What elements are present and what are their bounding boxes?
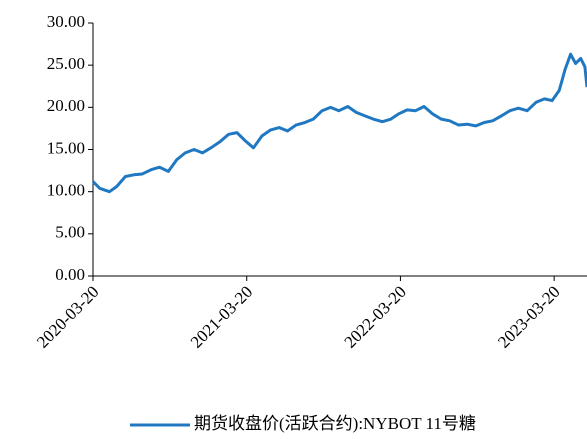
series-line	[91, 52, 587, 194]
y-tick-label: 15.00	[47, 138, 85, 157]
x-tick-label: 2022-03-20	[340, 282, 410, 352]
y-tick-label: 25.00	[47, 54, 85, 73]
y-tick-label: 0.00	[55, 265, 85, 284]
legend-label: 期货收盘价(活跃合约):NYBOT 11号糖	[194, 414, 476, 433]
x-tick-label: 2023-03-20	[494, 282, 564, 352]
y-tick-label: 10.00	[47, 181, 85, 200]
y-tick-label: 20.00	[47, 96, 85, 115]
x-tick-label: 2021-03-20	[187, 282, 257, 352]
y-tick-label: 30.00	[47, 12, 85, 31]
x-tick-label: 2020-03-20	[33, 282, 103, 352]
y-tick-label: 5.00	[55, 223, 85, 242]
